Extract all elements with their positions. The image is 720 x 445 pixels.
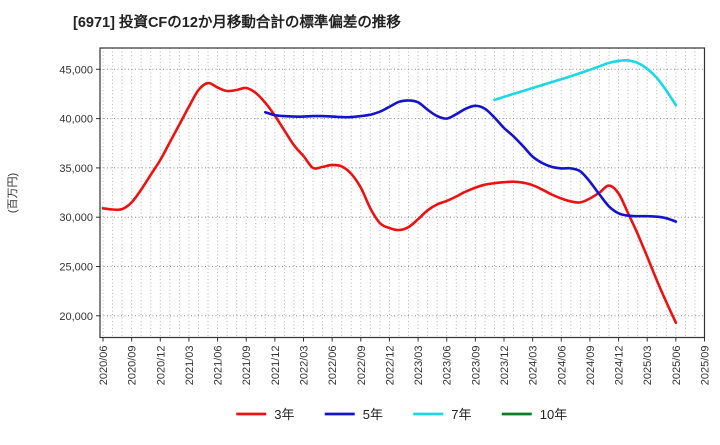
y-tick-label: 40,000 [59, 114, 93, 126]
axis-ticks-and-labels: 20,000 25,000 30,000 35,000 40,000 45,000 2020… [59, 64, 711, 385]
x-tick-label: 2022/03 [299, 346, 311, 386]
x-tick-label: 2020/12 [155, 346, 167, 386]
legend-label: 7年 [451, 407, 471, 422]
series-line-3年 [101, 81, 678, 324]
x-tick-label: 2020/06 [98, 346, 110, 386]
x-tick-label: 2023/09 [470, 346, 482, 386]
y-axis-label: (百万円) [7, 173, 19, 213]
x-tick-label: 2024/09 [585, 346, 597, 386]
x-tick-label: 2022/09 [356, 346, 368, 386]
x-tick-label: 2020/09 [127, 346, 139, 386]
series-line-7年 [493, 58, 678, 107]
legend-label: 5年 [363, 407, 383, 422]
x-tick-label: 2025/06 [671, 346, 683, 386]
x-tick-label: 2024/03 [528, 346, 540, 386]
x-tick-label: 2021/12 [270, 346, 282, 386]
legend-item-7年: 7年 [413, 407, 471, 422]
y-tick-label: 20,000 [59, 311, 93, 323]
x-tick-label: 2025/03 [642, 346, 654, 386]
legend-label: 3年 [274, 407, 294, 422]
vertical-gridlines [102, 48, 705, 338]
y-tick-label: 35,000 [59, 163, 93, 175]
x-tick-label: 2021/03 [184, 346, 196, 386]
x-tick-label: 2025/09 [700, 346, 712, 386]
x-tick-label: 2022/12 [384, 346, 396, 386]
plot-border [99, 47, 706, 339]
horizontal-gridlines [100, 68, 705, 317]
x-tick-label: 2022/06 [327, 346, 339, 386]
x-tick-label: 2023/06 [442, 346, 454, 386]
x-tick-label: 2024/12 [614, 346, 626, 386]
series-line-5年 [264, 99, 678, 223]
x-tick-label: 2023/12 [499, 346, 511, 386]
x-tick-label: 2023/03 [413, 346, 425, 386]
x-tick-label: 2024/06 [556, 346, 568, 386]
legend-item-5年: 5年 [324, 407, 383, 422]
legend-item-3年: 3年 [236, 407, 294, 422]
y-tick-label: 30,000 [59, 212, 93, 224]
legend-label: 10年 [540, 407, 567, 422]
y-tick-label: 25,000 [59, 262, 93, 274]
x-tick-label: 2021/06 [213, 346, 225, 386]
x-tick-label: 2021/09 [241, 346, 253, 386]
y-tick-label: 45,000 [59, 64, 93, 76]
legend-item-10年: 10年 [501, 407, 567, 422]
chart-title: [6971] 投資CFの12か月移動合計の標準偏差の推移 [73, 13, 401, 31]
legend: 3年 5年 7年 10年 [236, 407, 567, 422]
